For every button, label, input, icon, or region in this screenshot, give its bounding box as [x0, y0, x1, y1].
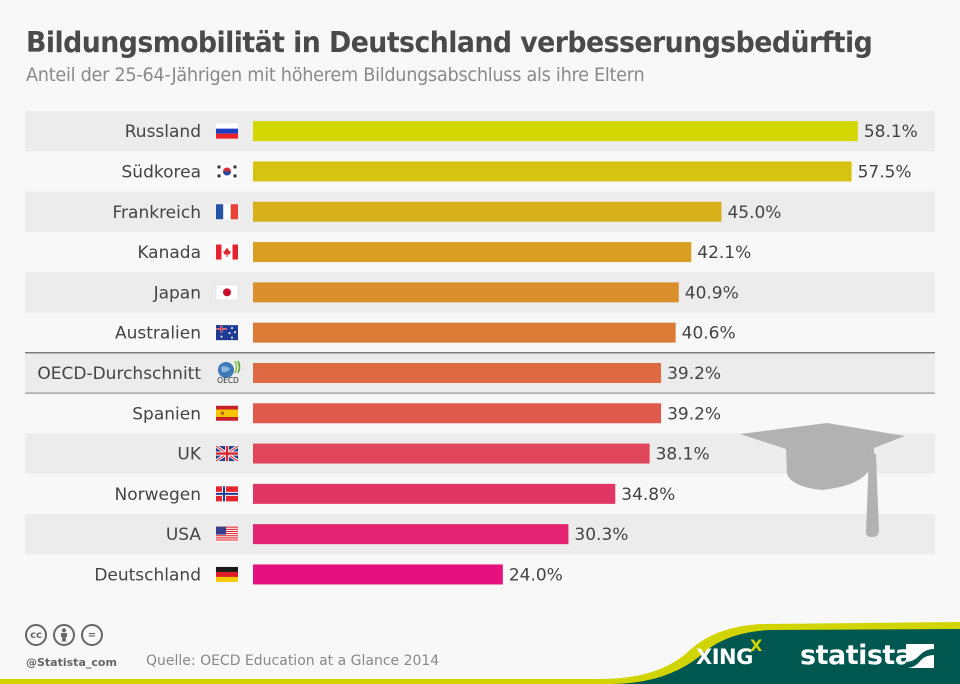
bar-row: Spanien 39.2% — [132, 403, 721, 424]
bar-row: Japan 40.9% — [153, 282, 739, 303]
usa-flag-icon — [216, 526, 238, 542]
footer-brand-band — [610, 629, 960, 684]
bar — [253, 443, 650, 464]
category-label: Deutschland — [94, 565, 201, 585]
statista-handle: @Statista_com — [26, 656, 117, 669]
uk-flag-icon — [215, 444, 239, 463]
canada-flag-icon — [216, 244, 238, 260]
bar-row: Norwegen 34.8% — [115, 483, 675, 505]
value-label: 58.1% — [864, 122, 918, 142]
russia-flag-icon — [216, 123, 238, 139]
bar — [253, 403, 662, 424]
australia-flag-icon — [216, 325, 238, 341]
category-label: Norwegen — [115, 485, 202, 505]
japan-flag-icon — [215, 284, 239, 301]
bar-row: Russland 58.1% — [125, 121, 918, 142]
bar — [253, 322, 676, 343]
bar — [253, 201, 722, 222]
chart-title: Bildungsmobilität in Deutschland verbess… — [26, 26, 873, 59]
cc-icon: cc — [25, 624, 47, 646]
category-label: USA — [166, 525, 202, 545]
graduation-cap-icon — [740, 423, 905, 537]
bar — [253, 524, 569, 545]
south-korea-flag-icon — [216, 163, 238, 179]
statista-logo[interactable]: statista — [800, 640, 913, 671]
bar-row: USA 30.3% — [166, 524, 628, 545]
category-label: Kanada — [137, 243, 201, 263]
category-label: Australien — [115, 324, 201, 344]
category-label: Spanien — [132, 404, 201, 424]
bar — [253, 121, 858, 142]
oecd-logo-text: OECD — [217, 376, 239, 385]
no-derivatives-icon: = — [81, 624, 103, 646]
value-label: 39.2% — [667, 364, 721, 384]
bar-row: Südkorea 57.5% — [122, 161, 912, 182]
germany-flag-icon — [216, 566, 238, 582]
value-label: 40.9% — [685, 283, 739, 303]
value-label: 34.8% — [621, 485, 675, 505]
bar — [253, 282, 679, 303]
value-label: 42.1% — [697, 243, 751, 263]
category-label: UK — [177, 445, 201, 465]
bar-row: Kanada 42.1% — [137, 242, 751, 263]
bar-row: Deutschland 24.0% — [94, 564, 563, 585]
norway-flag-icon — [216, 486, 238, 502]
bar — [253, 362, 662, 383]
value-label: 39.2% — [667, 404, 721, 424]
spain-flag-icon — [216, 405, 238, 421]
category-label: Frankreich — [113, 203, 202, 223]
license-icons: cc = — [25, 624, 103, 646]
chart-subtitle: Anteil der 25-64-Jährigen mit höherem Bi… — [26, 64, 645, 86]
value-label: 30.3% — [574, 525, 628, 545]
oecd-logo-icon: OECD — [217, 360, 241, 385]
xing-mark-icon: X — [750, 636, 763, 655]
value-label: 38.1% — [656, 445, 710, 465]
value-label: 24.0% — [509, 565, 563, 585]
bar — [253, 242, 692, 263]
value-label: 45.0% — [727, 203, 781, 223]
bar-row: OECD-Durchschnitt OECD 39.2% — [37, 360, 721, 385]
source-note: Quelle: OECD Education at a Glance 2014 — [146, 653, 440, 669]
xing-logo[interactable]: XING — [696, 645, 753, 669]
value-label: 40.6% — [682, 324, 736, 344]
category-label: Japan — [153, 283, 201, 303]
value-label: 57.5% — [858, 162, 912, 182]
bar — [253, 161, 852, 182]
category-label: OECD-Durchschnitt — [37, 364, 201, 384]
statista-logo-icon — [906, 644, 934, 668]
category-label: Südkorea — [122, 162, 202, 182]
bar — [253, 483, 616, 504]
bar — [253, 564, 503, 585]
attribution-icon — [53, 624, 75, 646]
bar-row: Australien 40.6% — [115, 322, 736, 344]
france-flag-icon — [216, 204, 238, 220]
bar-row: UK 38.1% — [177, 443, 710, 465]
category-label: Russland — [125, 122, 201, 142]
bar-row: Frankreich 45.0% — [113, 201, 781, 223]
